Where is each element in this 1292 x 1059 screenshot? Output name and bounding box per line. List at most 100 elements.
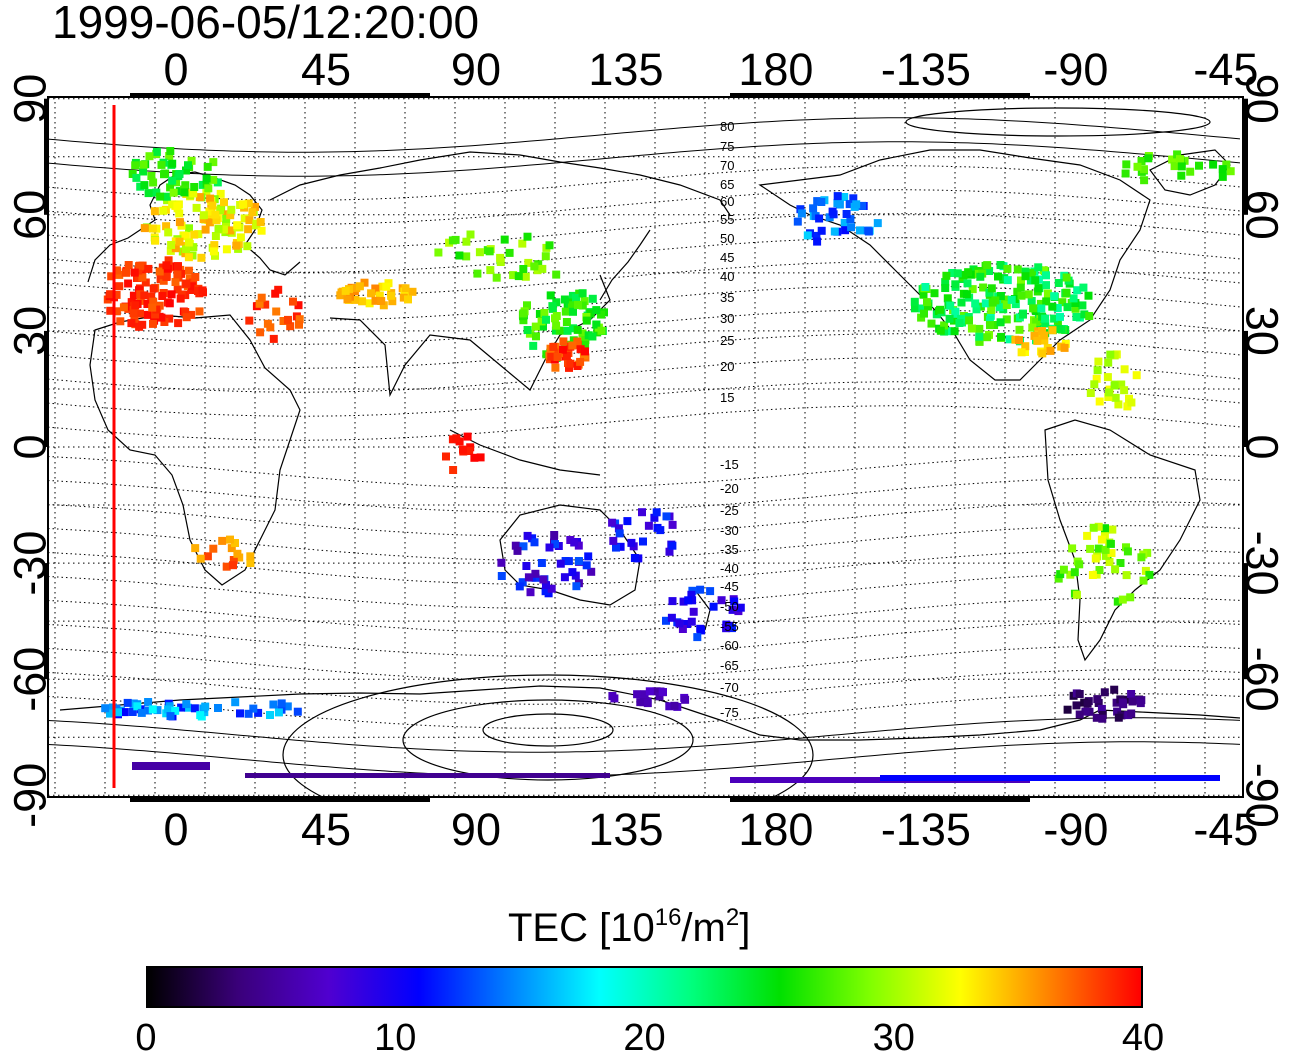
tec-cell (1105, 558, 1114, 566)
tec-cell (222, 245, 231, 254)
tec-cell (198, 286, 207, 295)
colorbar-tick-label: 20 (623, 1017, 666, 1059)
tec-cell (986, 321, 994, 330)
tec-cell (232, 241, 241, 250)
tec-cell (1127, 398, 1136, 407)
tec-cell (1106, 350, 1115, 359)
tec-cell (812, 231, 821, 240)
tec-cell (1070, 568, 1079, 577)
tec-cell (996, 318, 1005, 327)
tec-cell (1218, 165, 1227, 174)
tec-cell (1072, 313, 1081, 321)
tec-cell (226, 226, 235, 235)
tec-cell (983, 333, 992, 342)
tec-cell (1050, 314, 1059, 323)
tec-cell (295, 315, 304, 324)
tec-cell (203, 552, 212, 561)
tec-cell (797, 209, 806, 218)
tec-cell (244, 199, 253, 208)
tec-cell (551, 314, 559, 323)
tec-cell (143, 310, 152, 319)
tec-cell (140, 224, 149, 233)
tec-cell (254, 708, 263, 717)
tec-cell (229, 561, 237, 570)
tec-cell (1095, 566, 1104, 574)
contour-label: -55 (720, 619, 739, 634)
tec-cell (593, 328, 602, 337)
tec-cell (1177, 162, 1186, 171)
tec-cell (205, 218, 214, 227)
tec-cell (847, 223, 856, 232)
tec-cell (130, 268, 139, 277)
tec-cell (996, 292, 1005, 300)
tec-cell (670, 701, 679, 710)
tec-cell (950, 327, 959, 336)
tec-cell (194, 287, 202, 295)
tec-cell (148, 705, 157, 714)
tec-cell (568, 301, 576, 310)
tec-cell (951, 309, 960, 318)
tec-cell (144, 264, 153, 273)
tec-cell (573, 325, 582, 334)
tec-cell (519, 265, 528, 273)
tec-cell (608, 518, 617, 527)
tec-cell (662, 616, 670, 625)
tec-cell (547, 584, 556, 593)
tec-cell (730, 597, 739, 606)
tec-cell (144, 698, 153, 706)
tec-cell (558, 345, 567, 354)
tec-cell (540, 309, 549, 317)
tec-cell (182, 313, 191, 322)
y-tick-label-right: -90 (1237, 763, 1288, 828)
tec-cell (1075, 710, 1084, 719)
tec-cell (112, 307, 121, 316)
tec-cell (531, 569, 540, 578)
tec-cell (919, 290, 928, 299)
tec-cell (985, 267, 994, 275)
tec-cell (568, 568, 577, 577)
tec-cell (1110, 685, 1119, 694)
tec-cell (846, 215, 855, 224)
tec-cell (564, 557, 573, 566)
x-tick-label-bottom: 180 (738, 804, 813, 855)
contour-label: 40 (720, 269, 734, 284)
tec-cell (497, 558, 506, 567)
contour-label: -30 (720, 523, 739, 538)
tec-cell (1105, 388, 1113, 397)
colorbar-tick-label: 0 (135, 1017, 157, 1059)
tec-cell (1075, 690, 1084, 698)
tec-cell (996, 261, 1005, 269)
tec-cell (1068, 544, 1077, 553)
tec-cell (151, 310, 160, 319)
tec-cell (162, 222, 171, 231)
tec-cell (523, 326, 532, 334)
contour-label: 60 (720, 194, 734, 209)
tec-cell (511, 541, 520, 550)
tec-cell (227, 205, 236, 214)
contour-label: 25 (720, 333, 734, 348)
tec-cell (957, 298, 966, 307)
tec-cell (1113, 707, 1122, 716)
tec-cell (578, 289, 587, 298)
tec-cell (1075, 560, 1084, 569)
tec-cell (272, 307, 281, 316)
tec-cell (1078, 301, 1087, 310)
tec-cell (1108, 525, 1117, 534)
y-tick-label-left: 30 (5, 306, 56, 356)
tec-cell (1117, 380, 1126, 389)
tec-cell (475, 248, 484, 257)
tec-cell (147, 292, 156, 301)
tec-cell (496, 253, 505, 262)
tec-cell (148, 303, 157, 312)
tec-cell (140, 181, 149, 190)
x-tick-label-top: 90 (451, 44, 501, 95)
tec-cell (964, 268, 973, 277)
magnetic-latitude-contours (48, 107, 1241, 797)
y-tick-label-right: 60 (1237, 190, 1288, 240)
tec-cell (1186, 167, 1195, 176)
tec-cell (656, 526, 665, 535)
tec-cell (157, 160, 166, 169)
tec-cell (1120, 365, 1129, 374)
tec-cell (803, 231, 812, 240)
tec-cell (1092, 374, 1101, 383)
